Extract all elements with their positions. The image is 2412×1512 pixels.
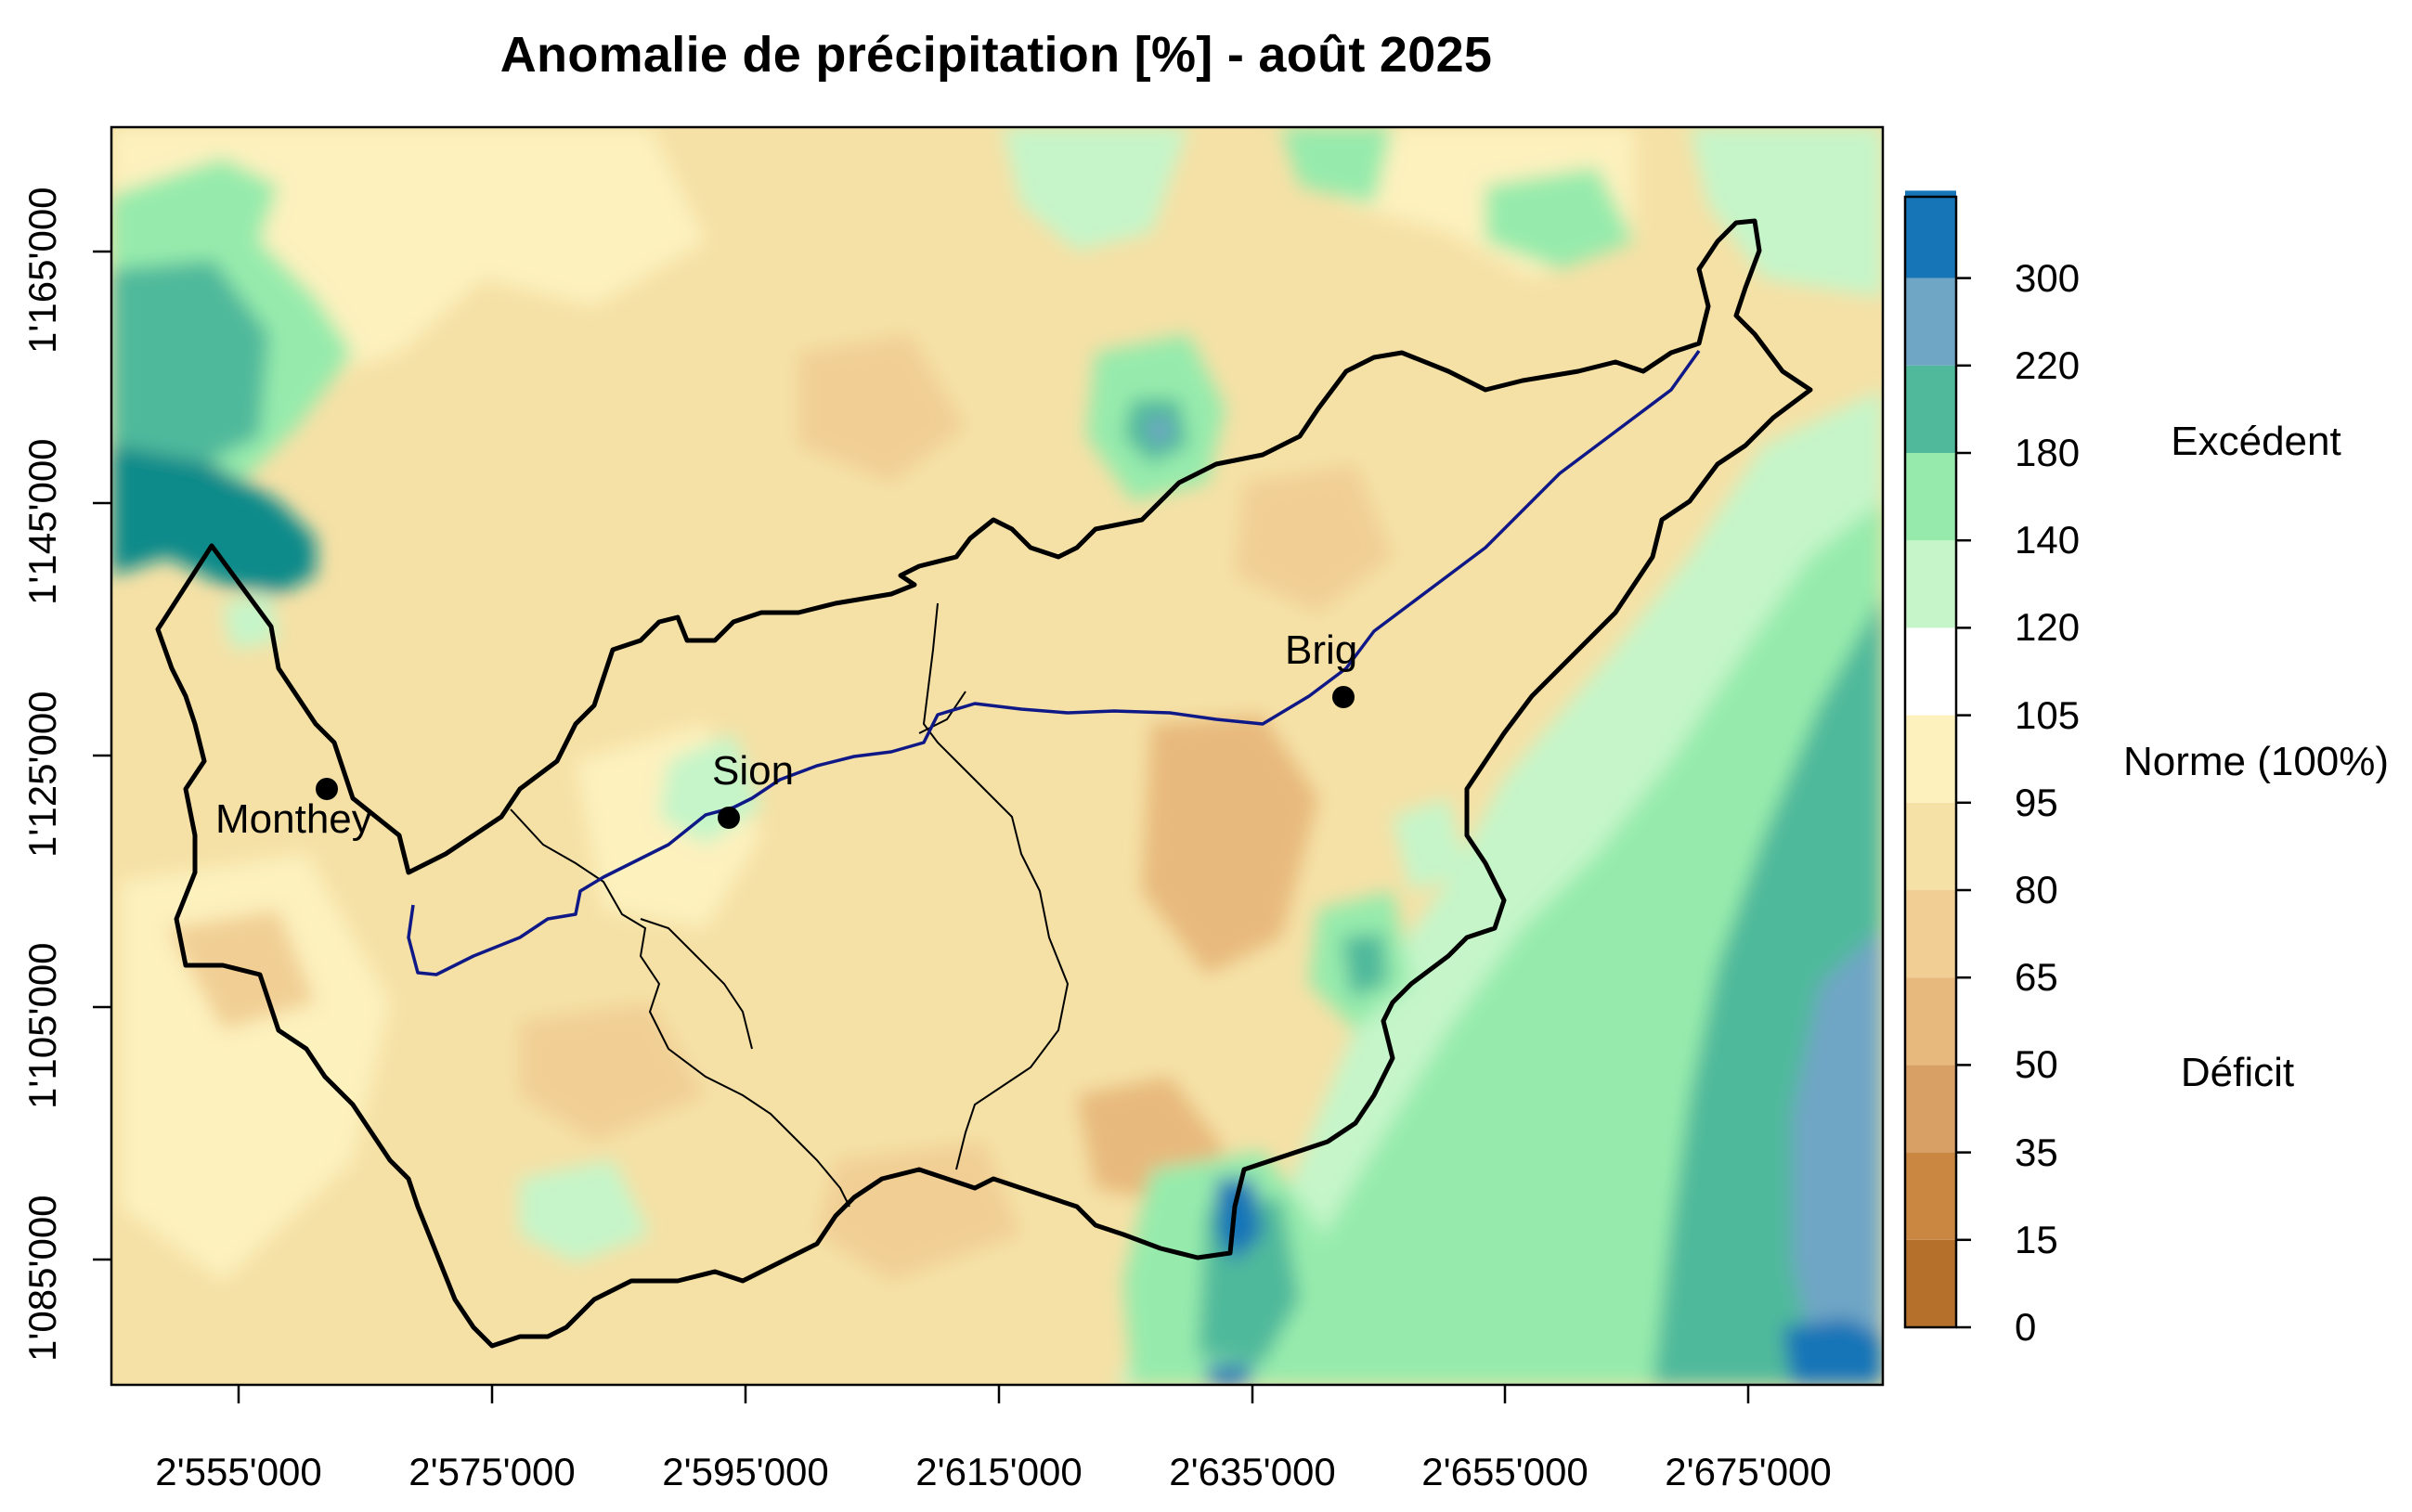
legend-swatch bbox=[1905, 715, 1956, 803]
legend-swatch bbox=[1905, 1065, 1956, 1153]
legend-value-label: 80 bbox=[2015, 868, 2058, 911]
y-tick-label: 1'145'000 bbox=[20, 438, 64, 605]
monthey-marker bbox=[316, 778, 338, 800]
town-label-monthey: Monthey bbox=[215, 796, 372, 842]
legend-value-label: 35 bbox=[2015, 1130, 2058, 1174]
sion-marker bbox=[718, 807, 740, 829]
legend-value-label: 15 bbox=[2015, 1217, 2058, 1261]
legend-frame bbox=[1903, 195, 1958, 1329]
x-tick-label: 2'575'000 bbox=[408, 1450, 576, 1493]
map-title: Anomalie de précipitation [%] - août 202… bbox=[499, 27, 1493, 83]
canton-boundary bbox=[155, 218, 1813, 1349]
legend-norm-label: Norme (100%) bbox=[2122, 739, 2390, 784]
legend-swatch bbox=[1905, 1239, 1956, 1327]
x-tick-label: 2'615'000 bbox=[915, 1450, 1083, 1493]
legend-colorbar bbox=[1903, 190, 1971, 1329]
legend-swatch bbox=[1905, 802, 1956, 890]
legend-value-label: 300 bbox=[2015, 255, 2081, 300]
legend-value-label: 0 bbox=[2015, 1305, 2037, 1349]
town-label-sion: Sion bbox=[712, 748, 795, 794]
x-tick-label: 2'555'000 bbox=[155, 1450, 322, 1493]
legend-value-label: 65 bbox=[2015, 955, 2058, 1000]
x-tick-label: 2'675'000 bbox=[1665, 1450, 1832, 1493]
legend-swatch bbox=[1905, 890, 1956, 978]
legend-value-label: 180 bbox=[2015, 431, 2081, 474]
legend-swatch bbox=[1905, 540, 1956, 628]
legend-value-label: 95 bbox=[2015, 780, 2058, 824]
x-tick-label: 2'635'000 bbox=[1169, 1450, 1336, 1493]
legend-value-label: 140 bbox=[2015, 518, 2081, 562]
legend-value-label: 50 bbox=[2015, 1042, 2058, 1087]
y-tick-label: 1'165'000 bbox=[20, 187, 64, 354]
legend-swatch bbox=[1905, 1152, 1956, 1240]
legend-swatch bbox=[1905, 627, 1956, 716]
rhone-river bbox=[407, 349, 1701, 976]
y-tick-label: 1'105'000 bbox=[20, 942, 64, 1109]
x-tick-label: 2'595'000 bbox=[662, 1450, 829, 1493]
y-tick-label: 1'085'000 bbox=[20, 1195, 64, 1362]
legend-swatch bbox=[1905, 977, 1956, 1066]
legend-swatch bbox=[1905, 453, 1956, 541]
legend-swatch bbox=[1905, 278, 1956, 366]
legend-excess-label: Excédent bbox=[2171, 419, 2341, 464]
legend-value-label: 105 bbox=[2015, 692, 2081, 737]
x-tick-label: 2'655'000 bbox=[1421, 1450, 1589, 1493]
y-tick-label: 1'125'000 bbox=[20, 691, 64, 858]
legend-swatch bbox=[1905, 190, 1956, 278]
precipitation-raster bbox=[111, 127, 1883, 1385]
district-boundaries bbox=[510, 602, 1070, 1208]
town-label-brig: Brig bbox=[1285, 627, 1358, 673]
legend-value-label: 120 bbox=[2015, 605, 2081, 650]
legend-deficit-label: Déficit bbox=[2180, 1050, 2295, 1095]
axis-ticks bbox=[93, 250, 1750, 1403]
brig-marker bbox=[1332, 686, 1355, 708]
legend-value-label: 220 bbox=[2015, 342, 2081, 387]
legend-swatch bbox=[1905, 365, 1956, 453]
